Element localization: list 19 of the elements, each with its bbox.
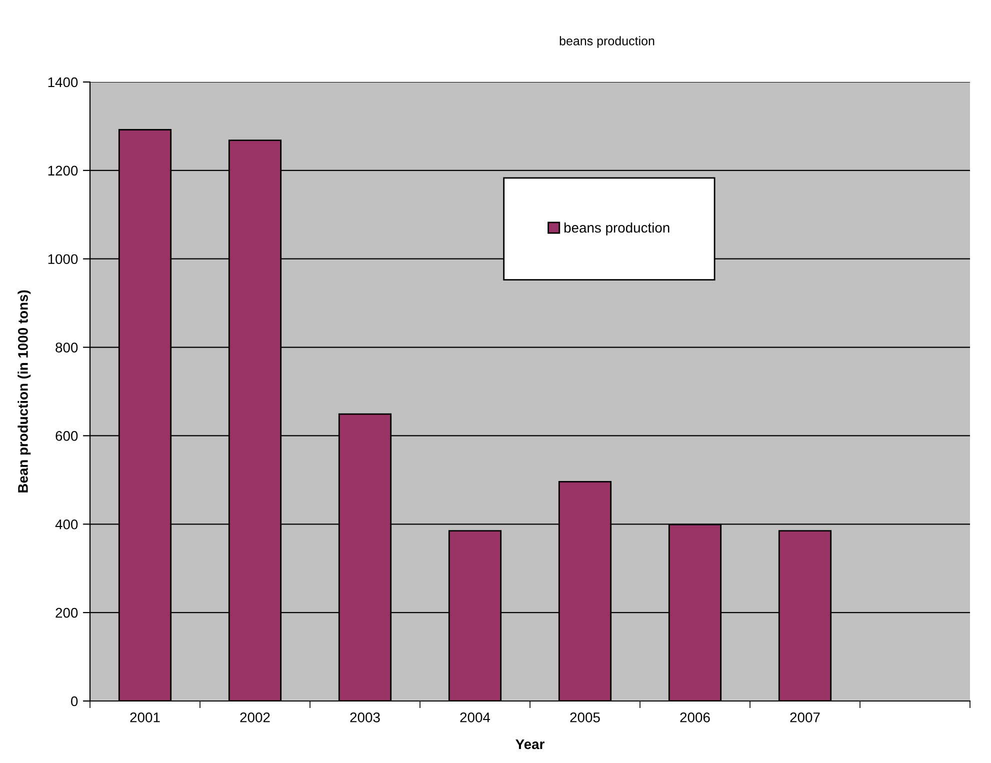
x-tick-label: 2006 bbox=[680, 712, 710, 722]
y-tick-label: 800 bbox=[56, 342, 78, 352]
y-tick-label: 200 bbox=[56, 608, 78, 618]
chart-title: beans production bbox=[560, 36, 654, 48]
y-tick-label: 0 bbox=[71, 696, 78, 706]
x-tick-label: 2003 bbox=[350, 712, 380, 722]
x-axis-title: Year bbox=[516, 739, 544, 750]
x-tick-label: 2001 bbox=[130, 712, 160, 722]
legend-label: beans production bbox=[564, 222, 670, 236]
y-tick-label: 1000 bbox=[48, 254, 78, 264]
x-tick-label: 2002 bbox=[240, 712, 270, 722]
y-tick-label: 1400 bbox=[48, 77, 78, 88]
y-tick-label: 400 bbox=[55, 519, 78, 530]
y-axis-title: Bean production (in 1000 tons) bbox=[18, 290, 31, 492]
x-tick-label: 2004 bbox=[460, 712, 490, 722]
x-tick-label: 2005 bbox=[570, 712, 600, 722]
y-tick-label: 1200 bbox=[48, 166, 78, 176]
y-tick-label: 600 bbox=[56, 431, 78, 441]
x-tick-label: 2007 bbox=[790, 712, 820, 722]
